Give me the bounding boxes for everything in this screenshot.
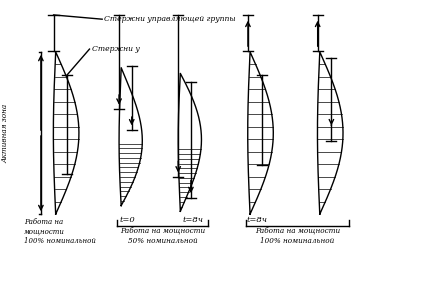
Polygon shape (119, 68, 142, 206)
Polygon shape (53, 52, 79, 214)
Text: t=0: t=0 (120, 217, 135, 225)
Polygon shape (248, 52, 273, 214)
Text: Работа на
мощности
100% номинальной: Работа на мощности 100% номинальной (24, 218, 96, 245)
Text: Работа на мощности
100% номинальной: Работа на мощности 100% номинальной (255, 227, 340, 245)
Text: t=8ч: t=8ч (182, 217, 204, 225)
Text: Стержни у: Стержни у (92, 45, 139, 53)
Text: Стержни управляющей группы: Стержни управляющей группы (104, 15, 236, 23)
Text: t=8ч: t=8ч (247, 217, 268, 225)
Text: Активная зона: Активная зона (2, 104, 10, 163)
Polygon shape (178, 74, 201, 211)
Polygon shape (318, 52, 343, 214)
Text: Работа на мощности
50% номинальной: Работа на мощности 50% номинальной (120, 227, 205, 245)
